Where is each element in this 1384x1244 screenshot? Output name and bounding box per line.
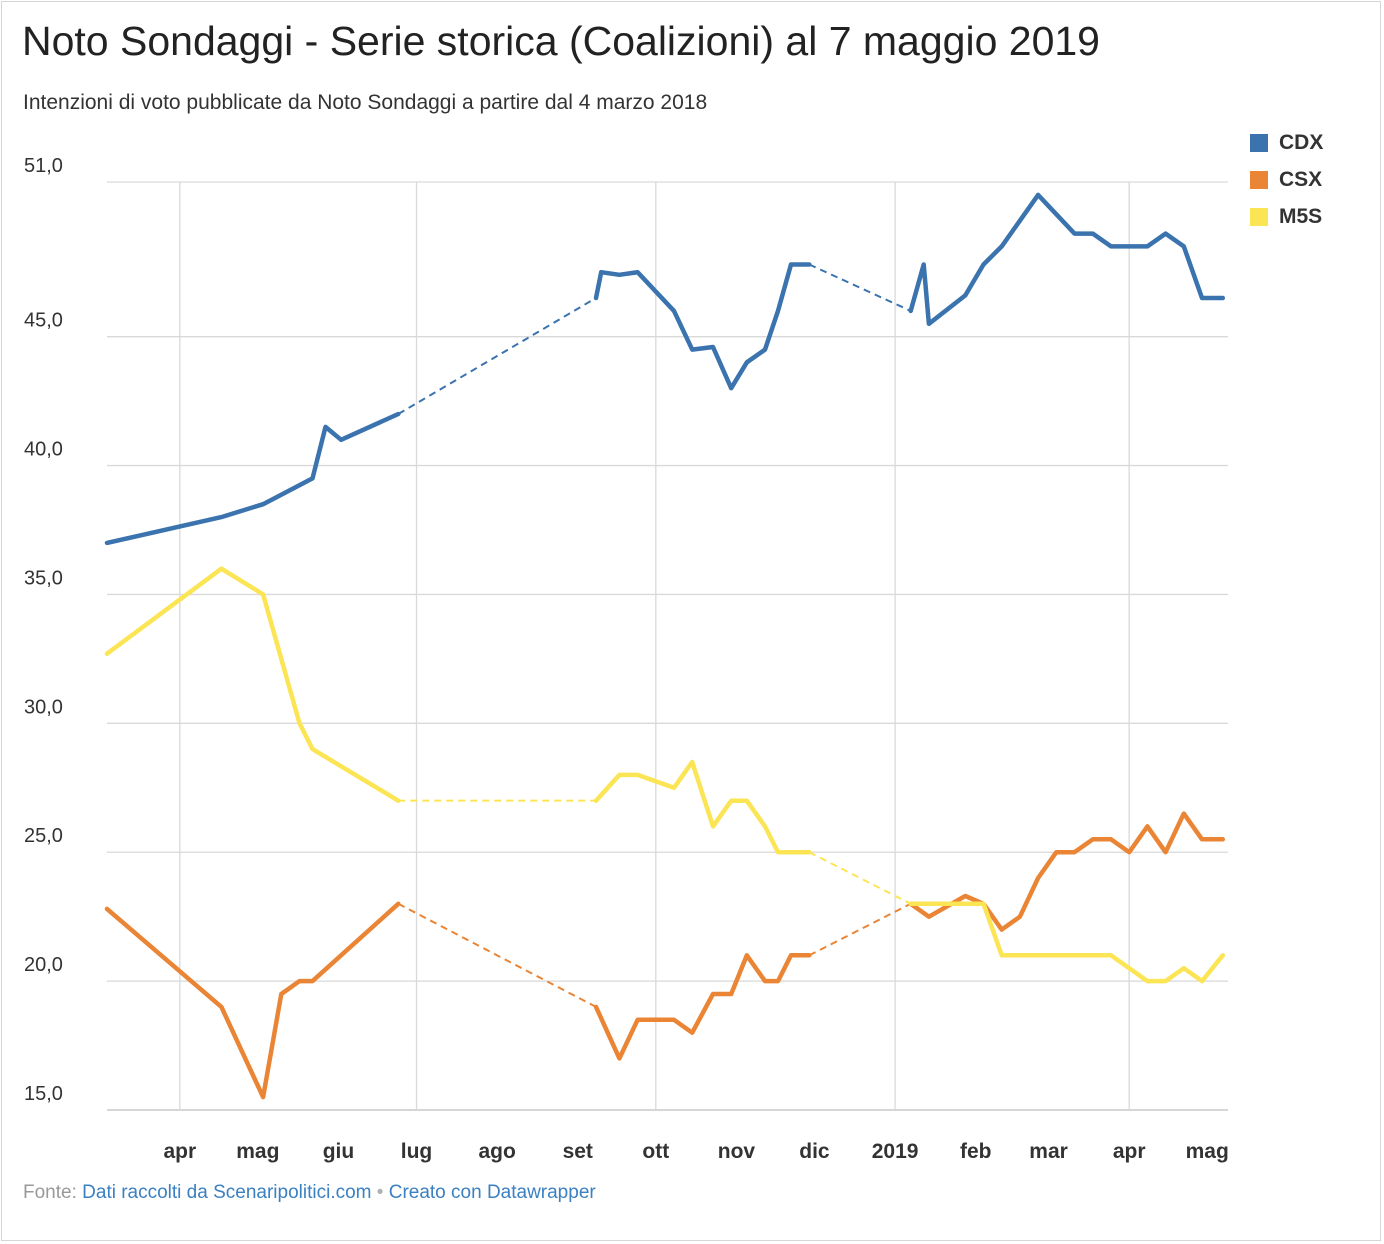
y-tick-label: 40,0 [24,439,63,461]
axis-labels: 51,0 45,0 40,0 35,0 30,0 25,0 20,0 15,0 apr mag gi… [24,155,1229,1163]
x-tick-label: mag [236,1140,279,1163]
x-tick-label: giu [323,1140,355,1163]
series-line-csx [593,953,812,1061]
chart-subtitle: Intenzioni di voto pubblicate da Noto So… [23,91,708,114]
series-gap-cdx [397,297,597,415]
legend-label-cdx: CDX [1279,130,1324,154]
legend-swatch-m5s [1250,207,1268,226]
legend-item-cdx[interactable]: CDX [1250,124,1323,161]
series-line-csx [908,811,1226,932]
series-line-cdx [908,192,1226,327]
series-gap-csx [397,902,597,1008]
series-line-cdx [104,411,401,546]
series-line-m5s [908,901,1226,984]
x-tick-label: dic [799,1140,830,1163]
legend: CDX CSX M5S [1250,124,1323,235]
footer-separator: • [376,1182,384,1203]
footer: Fonte: Dati raccolti da Scenaripolitici.… [23,1182,596,1204]
source-prefix: Fonte: [23,1182,77,1203]
y-tick-label: 20,0 [24,954,63,976]
series-gap-cdx [808,263,912,312]
series-line-m5s [593,759,812,855]
y-tick-label: 30,0 [24,696,63,718]
series-line-m5s [104,566,401,803]
x-tick-label: ago [478,1140,515,1163]
x-tick-label: mar [1029,1140,1068,1163]
series-gap-m5s [808,851,912,905]
y-tick-label: 51,0 [24,155,63,177]
chart-title: Noto Sondaggi - Serie storica (Coalizion… [22,18,1100,64]
legend-item-m5s[interactable]: M5S [1250,198,1323,235]
legend-swatch-cdx [1250,133,1268,152]
x-tick-label: lug [401,1140,433,1163]
series-line-csx [104,901,401,1100]
series-gap-csx [808,902,912,957]
series-line-cdx [593,262,812,391]
x-tick-label: feb [960,1140,992,1163]
x-tick-label: set [563,1140,593,1163]
y-tick-label: 15,0 [24,1083,63,1105]
legend-item-csx[interactable]: CSX [1250,161,1323,198]
x-tick-label: 2019 [872,1140,919,1163]
y-tick-label: 45,0 [24,310,63,332]
y-tick-label: 25,0 [24,825,63,847]
legend-label-m5s: M5S [1279,204,1323,228]
x-tick-label: apr [163,1140,196,1163]
grid-layer [107,181,1228,1111]
series-layer [104,192,1226,1100]
y-tick-label: 35,0 [24,567,63,589]
x-tick-label: mag [1186,1140,1229,1163]
x-tick-label: apr [1113,1140,1146,1163]
credit-link[interactable]: Creato con Datawrapper [388,1182,596,1203]
x-tick-label: nov [718,1140,756,1163]
x-tick-label: ott [642,1140,669,1163]
source-link[interactable]: Dati raccolti da Scenaripolitici.com [82,1182,372,1203]
legend-label-csx: CSX [1279,167,1323,191]
legend-swatch-csx [1250,170,1268,189]
